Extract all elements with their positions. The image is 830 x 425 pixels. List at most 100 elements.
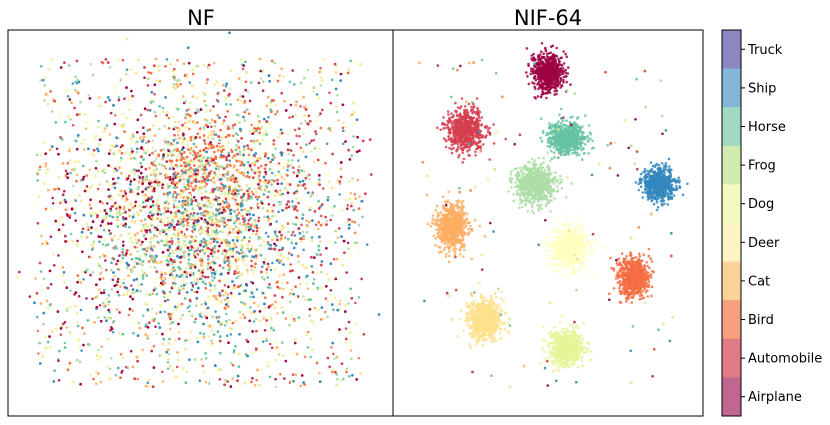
point-airplane <box>227 285 230 289</box>
point-automobile <box>320 214 323 218</box>
point-ship <box>245 254 248 258</box>
point-airplane <box>344 310 347 313</box>
point-ship <box>133 168 136 171</box>
point-frog <box>348 197 352 200</box>
point-truck <box>80 349 83 352</box>
point-automobile <box>194 178 198 181</box>
point-horse <box>334 229 337 233</box>
point-horse <box>273 62 277 65</box>
point-horse <box>308 178 311 181</box>
point-airplane <box>141 240 144 244</box>
point-automobile <box>246 144 249 147</box>
point-truck <box>214 310 217 313</box>
point-ship <box>211 255 214 258</box>
point-bird <box>193 164 196 167</box>
point-deer <box>95 370 98 374</box>
point-cat <box>143 271 146 275</box>
point-dog <box>146 135 149 138</box>
point-deer <box>196 280 200 284</box>
point-airplane <box>122 240 125 244</box>
point-automobile <box>315 361 319 365</box>
point-automobile <box>346 204 350 207</box>
point-automobile <box>308 119 312 123</box>
point-cat <box>240 251 244 255</box>
point-ship <box>301 213 305 216</box>
point-frog <box>282 255 286 259</box>
point-ship <box>249 306 252 309</box>
point-bird <box>255 378 258 382</box>
point-airplane <box>295 216 298 219</box>
point-dog <box>142 353 145 356</box>
point-airplane <box>98 200 102 203</box>
point-dog <box>314 203 318 207</box>
point-deer <box>133 221 137 224</box>
point-frog <box>94 134 98 138</box>
point-horse <box>142 224 145 227</box>
point-dog <box>207 311 211 314</box>
point-dog <box>211 344 214 348</box>
point-automobile <box>131 94 134 98</box>
point-airplane <box>111 278 115 282</box>
point-ship <box>211 279 214 282</box>
point-ship <box>357 296 361 299</box>
point-automobile <box>339 175 343 179</box>
point-deer <box>134 71 138 75</box>
point-ship <box>146 129 149 132</box>
point-deer <box>221 223 225 226</box>
point-deer <box>178 215 182 218</box>
point-airplane <box>168 178 172 181</box>
point-ship <box>187 168 191 171</box>
point-airplane <box>285 203 289 206</box>
point-cat <box>216 237 219 240</box>
point-bird <box>186 221 190 225</box>
point-truck <box>278 261 281 265</box>
point-bird <box>36 329 40 333</box>
point-automobile <box>223 89 226 92</box>
point-airplane <box>142 126 145 129</box>
point-truck <box>249 217 252 220</box>
point-deer <box>46 102 50 106</box>
point-horse <box>133 157 137 160</box>
point-dog <box>203 199 206 202</box>
point-cat <box>182 95 185 98</box>
point-bird <box>253 163 257 167</box>
point-bird <box>250 259 253 263</box>
point-airplane <box>74 291 78 294</box>
point-horse <box>257 177 260 180</box>
point-truck <box>301 179 305 183</box>
point-frog <box>202 371 206 374</box>
point-ship <box>151 203 155 207</box>
point-ship <box>132 135 135 138</box>
point-frog <box>305 282 309 285</box>
point-automobile <box>311 271 315 274</box>
point-ship <box>173 186 177 189</box>
point-frog <box>322 57 326 61</box>
point-frog <box>141 193 145 197</box>
point-cat <box>98 96 101 99</box>
point-bird <box>258 174 261 178</box>
point-cat <box>158 232 162 235</box>
point-airplane <box>244 88 247 92</box>
point-frog <box>176 156 179 159</box>
point-dog <box>234 203 237 207</box>
point-truck <box>264 231 268 235</box>
point-automobile <box>105 268 108 272</box>
point-dog <box>232 146 236 149</box>
point-horse <box>226 202 229 205</box>
point-airplane <box>98 138 102 142</box>
point-automobile <box>127 174 131 178</box>
point-frog <box>275 109 278 113</box>
point-truck <box>149 230 152 234</box>
point-airplane <box>28 295 32 298</box>
point-deer <box>280 306 284 309</box>
point-horse <box>193 358 197 361</box>
point-cat <box>215 297 218 301</box>
point-airplane <box>139 146 143 150</box>
point-cat <box>148 179 152 183</box>
point-airplane <box>154 325 157 329</box>
point-truck <box>125 68 129 71</box>
point-bird <box>136 377 139 381</box>
point-frog <box>279 173 282 176</box>
point-airplane <box>55 147 59 151</box>
point-dog <box>117 314 121 317</box>
